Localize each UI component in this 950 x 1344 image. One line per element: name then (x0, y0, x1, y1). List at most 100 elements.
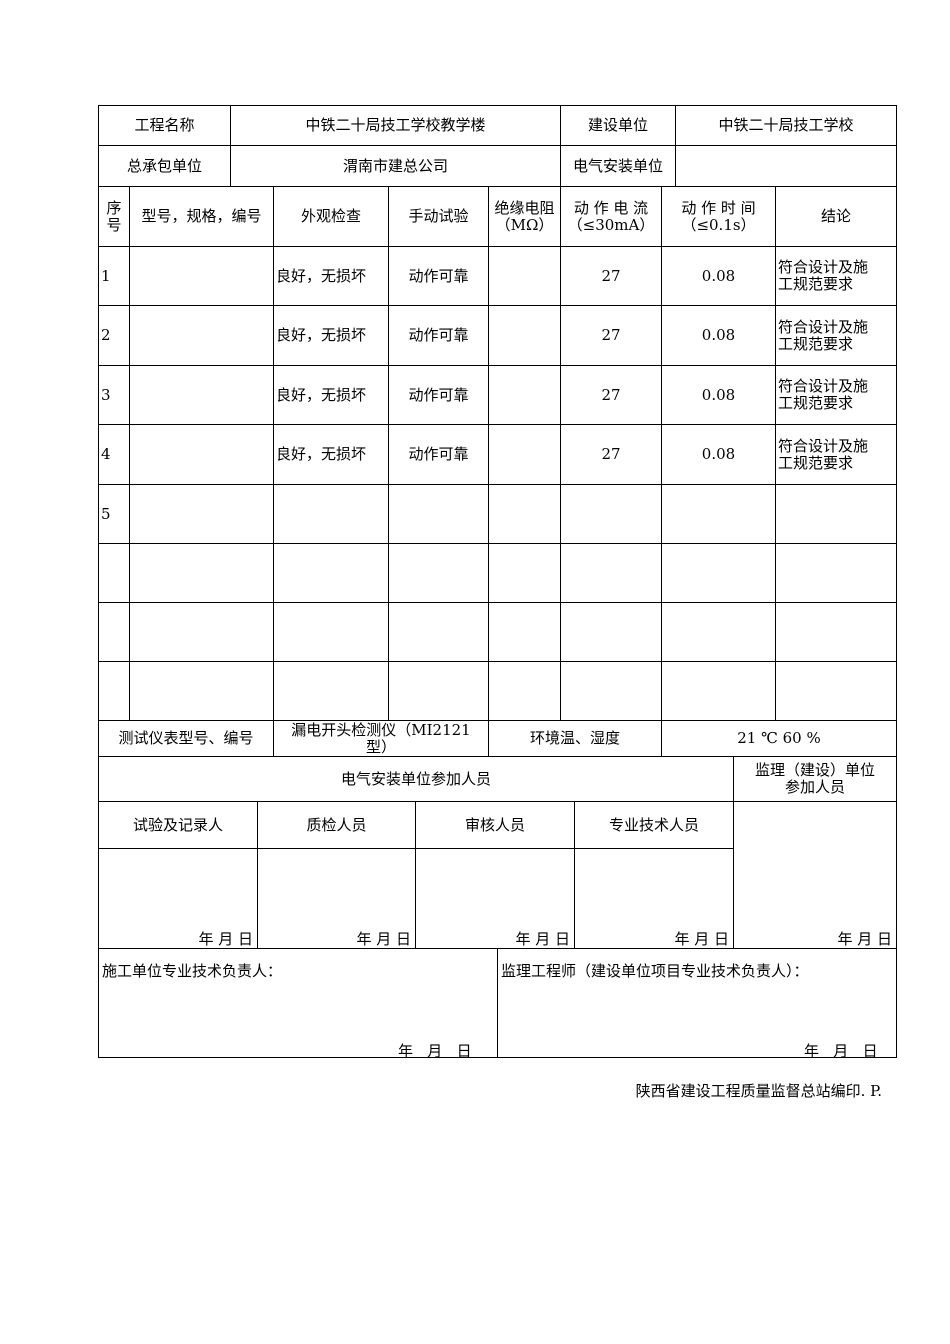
role-label-text: 试验及记录人 (132, 815, 223, 834)
table-cell (273, 484, 389, 544)
table-cell (488, 484, 561, 544)
table-cell: 动作可靠 (388, 246, 489, 306)
column-header: 外观检查 (273, 186, 389, 247)
electrical-personnel-label-text: 电气安装单位参加人员 (340, 769, 491, 788)
table-cell (388, 661, 489, 721)
column-header-text: 动 作 电 流 （≤30mA） (567, 198, 655, 234)
table-cell (129, 484, 274, 544)
table-cell (129, 246, 274, 306)
table-cell (775, 661, 897, 721)
table-cell-text: 1 (101, 266, 111, 285)
table-cell-text: 符合设计及施 工规范要求 (778, 258, 869, 293)
owner-label-text: 建设单位 (587, 116, 648, 134)
table-cell (775, 484, 897, 544)
table-cell-text: 27 (601, 266, 621, 285)
table-cell-text: 动作可靠 (408, 385, 469, 404)
table-cell: 0.08 (661, 246, 776, 306)
table-cell (98, 602, 130, 662)
table-cell (388, 484, 489, 544)
table-cell (661, 543, 776, 603)
table-cell-text: 27 (601, 326, 621, 344)
table-cell (98, 661, 130, 721)
contractor-value: 渭南市建总公司 (230, 145, 561, 187)
table-cell: 2 (98, 305, 130, 366)
table-cell-text: 0.08 (701, 385, 736, 404)
table-cell: 5 (98, 484, 130, 544)
column-header: 动 作 时 间 （≤0.1s） (661, 186, 776, 247)
contractor-label: 总承包单位 (98, 145, 231, 187)
column-header: 动 作 电 流 （≤30mA） (560, 186, 662, 247)
signoff-date: 年 月 日 (804, 1042, 878, 1060)
table-cell (488, 543, 561, 603)
construction-lead-signature-text: 施工单位专业技术负责人： (102, 962, 283, 980)
table-cell: 动作可靠 (388, 424, 489, 485)
table-cell-text: 5 (101, 504, 111, 523)
signoff-date: 年 月 日 (398, 1042, 472, 1060)
table-cell (129, 602, 274, 662)
table-cell: 3 (98, 365, 130, 425)
table-cell: 27 (560, 365, 662, 425)
project-name-label-text: 工程名称 (134, 116, 195, 134)
owner-label: 建设单位 (560, 105, 676, 146)
role-label: 质检人员 (257, 801, 416, 849)
table-cell: 0.08 (661, 424, 776, 485)
table-cell: 良好，无损坏 (273, 424, 389, 485)
publisher-footer: 陕西省建设工程质量监督总站编印. P. (635, 1082, 882, 1100)
table-cell (560, 543, 662, 603)
table-cell-text: 2 (101, 326, 111, 344)
role-signature-area: 年 月 日 (98, 848, 258, 949)
instrument-value-text: 漏电开头检测仪（MI2121 型） (291, 720, 471, 756)
table-cell: 符合设计及施 工规范要求 (775, 424, 897, 485)
role-label: 专业技术人员 (574, 801, 734, 849)
table-cell-text: 符合设计及施 工规范要求 (778, 317, 869, 353)
instrument-value: 漏电开头检测仪（MI2121 型） (273, 720, 489, 757)
supervisor-signature: 监理工程师（建设单位项目专业技术负责人）： (497, 948, 897, 1058)
table-cell: 符合设计及施 工规范要求 (775, 365, 897, 425)
role-signature-area-text: 年 月 日 (515, 930, 570, 948)
table-cell-text: 0.08 (701, 326, 736, 344)
role-label: 试验及记录人 (98, 801, 258, 849)
environment-label-text: 环境温、湿度 (529, 729, 620, 747)
table-cell (273, 661, 389, 721)
supervision-signature-area: 年 月 日 (733, 801, 897, 949)
table-cell (775, 543, 897, 603)
instrument-label-text: 测试仪表型号、编号 (118, 729, 254, 747)
column-header: 型号，规格，编号 (129, 186, 274, 247)
table-cell (661, 602, 776, 662)
column-header-text: 手动试验 (408, 207, 469, 225)
role-signature-area-text: 年 月 日 (674, 930, 729, 948)
electrical-unit-label-text: 电气安装单位 (572, 156, 663, 175)
table-cell (388, 543, 489, 603)
role-label-text: 审核人员 (464, 815, 525, 834)
table-cell-text: 0.08 (701, 445, 736, 463)
role-label-text: 质检人员 (306, 815, 367, 834)
table-cell (488, 246, 561, 306)
table-cell: 27 (560, 305, 662, 366)
table-cell-text: 动作可靠 (408, 445, 469, 463)
role-signature-area: 年 月 日 (257, 848, 416, 949)
column-header: 绝缘电阻 （MΩ） (488, 186, 561, 247)
table-cell: 0.08 (661, 365, 776, 425)
table-cell (488, 365, 561, 425)
column-header-text: 绝缘电阻 （MΩ） (494, 198, 555, 234)
table-cell-text: 符合设计及施 工规范要求 (778, 377, 869, 412)
table-cell (661, 484, 776, 544)
table-cell (129, 305, 274, 366)
table-cell (560, 484, 662, 544)
supervision-personnel-label-text: 监理（建设）单位 参加人员 (754, 761, 875, 796)
supervision-signature-area-text: 年 月 日 (837, 930, 892, 948)
owner-value: 中铁二十局技工学校 (675, 105, 897, 146)
table-cell (98, 543, 130, 603)
table-cell-text: 3 (101, 385, 111, 404)
project-name-label: 工程名称 (98, 105, 231, 146)
table-cell-text: 良好，无损坏 (276, 445, 367, 463)
column-header-text: 外观检查 (300, 207, 361, 225)
electrical-unit-label: 电气安装单位 (560, 145, 676, 187)
contractor-label-text: 总承包单位 (126, 156, 202, 175)
table-cell: 27 (560, 246, 662, 306)
table-cell-text: 良好，无损坏 (276, 266, 367, 285)
table-cell (273, 543, 389, 603)
electrical-personnel-label: 电气安装单位参加人员 (98, 756, 734, 802)
role-signature-area: 年 月 日 (415, 848, 575, 949)
